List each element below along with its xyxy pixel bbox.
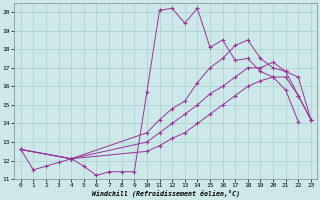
X-axis label: Windchill (Refroidissement éolien,°C): Windchill (Refroidissement éolien,°C) bbox=[92, 190, 240, 197]
